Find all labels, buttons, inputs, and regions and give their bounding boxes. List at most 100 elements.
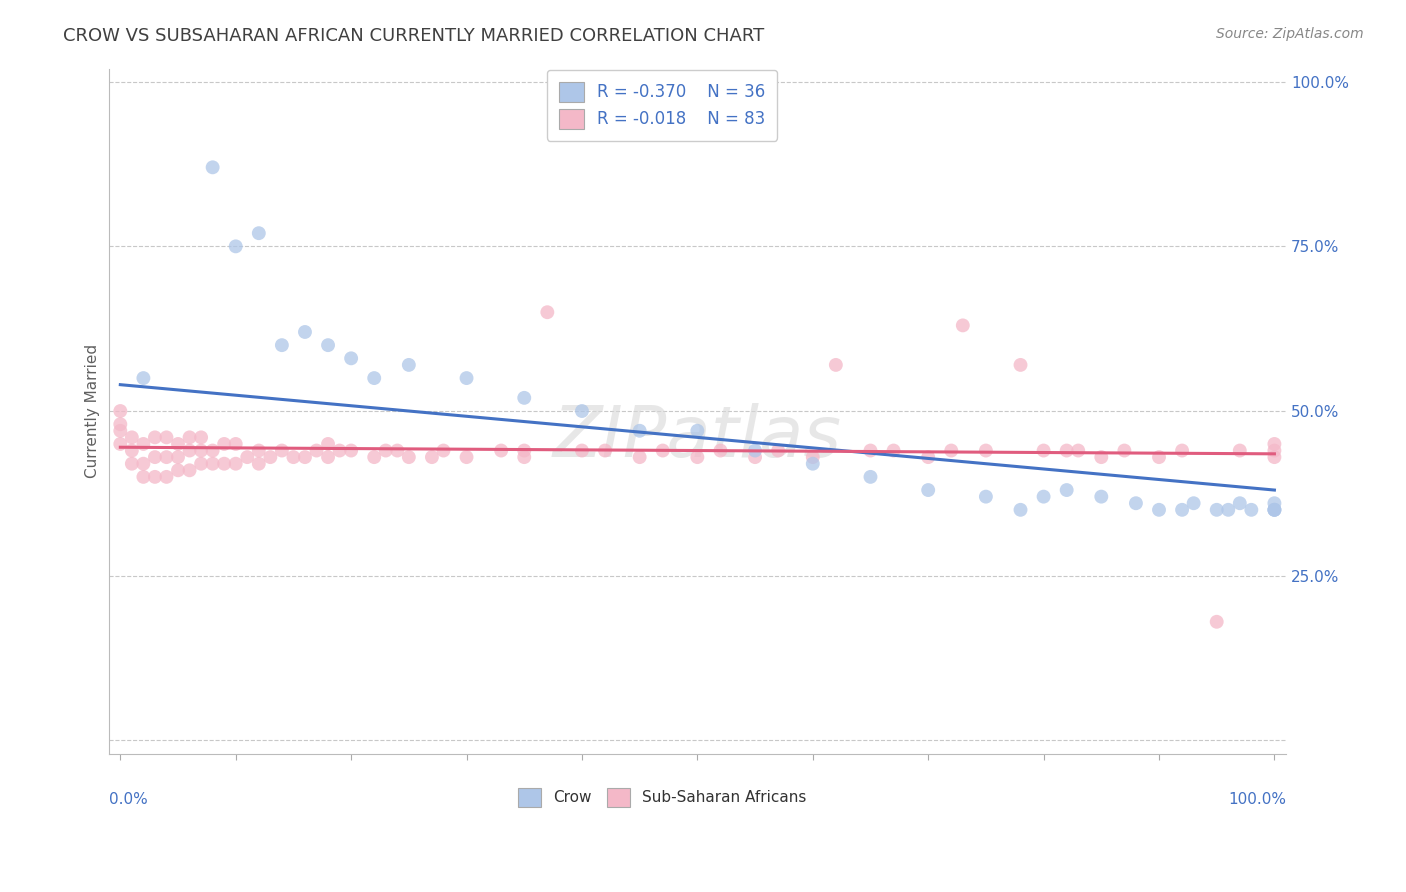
Point — [420, 450, 443, 464]
Point — [1263, 450, 1285, 464]
Point — [489, 443, 512, 458]
Legend: Crow, Sub-Saharan Africans: Crow, Sub-Saharan Africans — [510, 780, 814, 814]
Point — [952, 318, 974, 333]
Point — [110, 404, 132, 418]
Point — [859, 443, 882, 458]
Point — [709, 443, 731, 458]
Point — [628, 424, 651, 438]
Point — [225, 239, 247, 253]
Point — [1056, 483, 1078, 497]
Point — [513, 391, 536, 405]
Point — [1010, 358, 1032, 372]
Point — [363, 371, 385, 385]
Point — [121, 457, 143, 471]
Point — [859, 470, 882, 484]
Point — [1147, 503, 1170, 517]
Point — [686, 424, 709, 438]
Point — [294, 325, 316, 339]
Y-axis label: Currently Married: Currently Married — [86, 344, 100, 478]
Point — [270, 443, 292, 458]
Point — [225, 457, 247, 471]
Point — [363, 450, 385, 464]
Point — [225, 437, 247, 451]
Point — [305, 443, 328, 458]
Point — [259, 450, 281, 464]
Point — [883, 443, 905, 458]
Point — [316, 338, 339, 352]
Point — [201, 457, 224, 471]
Point — [1090, 490, 1112, 504]
Point — [744, 450, 766, 464]
Point — [398, 358, 420, 372]
Point — [340, 443, 363, 458]
Point — [513, 443, 536, 458]
Point — [1182, 496, 1205, 510]
Point — [167, 437, 190, 451]
Point — [917, 483, 939, 497]
Point — [917, 450, 939, 464]
Point — [1205, 503, 1227, 517]
Point — [155, 470, 177, 484]
Point — [1171, 443, 1194, 458]
Point — [1229, 443, 1251, 458]
Point — [132, 470, 155, 484]
Point — [121, 430, 143, 444]
Point — [1114, 443, 1136, 458]
Point — [1032, 490, 1054, 504]
Point — [1263, 503, 1285, 517]
Point — [1263, 437, 1285, 451]
Point — [398, 450, 420, 464]
Point — [824, 358, 846, 372]
Point — [686, 450, 709, 464]
Point — [1218, 503, 1240, 517]
Point — [236, 450, 259, 464]
Point — [155, 430, 177, 444]
Point — [374, 443, 396, 458]
Point — [143, 450, 166, 464]
Point — [1263, 503, 1285, 517]
Point — [1240, 503, 1263, 517]
Point — [387, 443, 409, 458]
Point — [974, 490, 997, 504]
Point — [456, 371, 478, 385]
Point — [1263, 503, 1285, 517]
Text: 0.0%: 0.0% — [108, 792, 148, 807]
Point — [143, 470, 166, 484]
Point — [744, 443, 766, 458]
Point — [1263, 443, 1285, 458]
Point — [270, 338, 292, 352]
Point — [513, 450, 536, 464]
Point — [1125, 496, 1147, 510]
Text: CROW VS SUBSAHARAN AFRICAN CURRENTLY MARRIED CORRELATION CHART: CROW VS SUBSAHARAN AFRICAN CURRENTLY MAR… — [63, 27, 765, 45]
Point — [201, 443, 224, 458]
Point — [941, 443, 963, 458]
Point — [628, 450, 651, 464]
Point — [167, 450, 190, 464]
Point — [121, 443, 143, 458]
Point — [456, 450, 478, 464]
Point — [801, 450, 824, 464]
Point — [340, 351, 363, 366]
Point — [651, 443, 673, 458]
Point — [155, 450, 177, 464]
Point — [143, 430, 166, 444]
Point — [593, 443, 616, 458]
Text: Source: ZipAtlas.com: Source: ZipAtlas.com — [1216, 27, 1364, 41]
Point — [167, 463, 190, 477]
Point — [1010, 503, 1032, 517]
Point — [132, 457, 155, 471]
Point — [212, 457, 235, 471]
Point — [179, 430, 201, 444]
Text: 100.0%: 100.0% — [1227, 792, 1286, 807]
Point — [1263, 496, 1285, 510]
Point — [294, 450, 316, 464]
Point — [190, 443, 212, 458]
Point — [316, 437, 339, 451]
Point — [110, 424, 132, 438]
Point — [179, 463, 201, 477]
Point — [179, 443, 201, 458]
Point — [190, 430, 212, 444]
Point — [766, 443, 789, 458]
Point — [1229, 496, 1251, 510]
Point — [432, 443, 454, 458]
